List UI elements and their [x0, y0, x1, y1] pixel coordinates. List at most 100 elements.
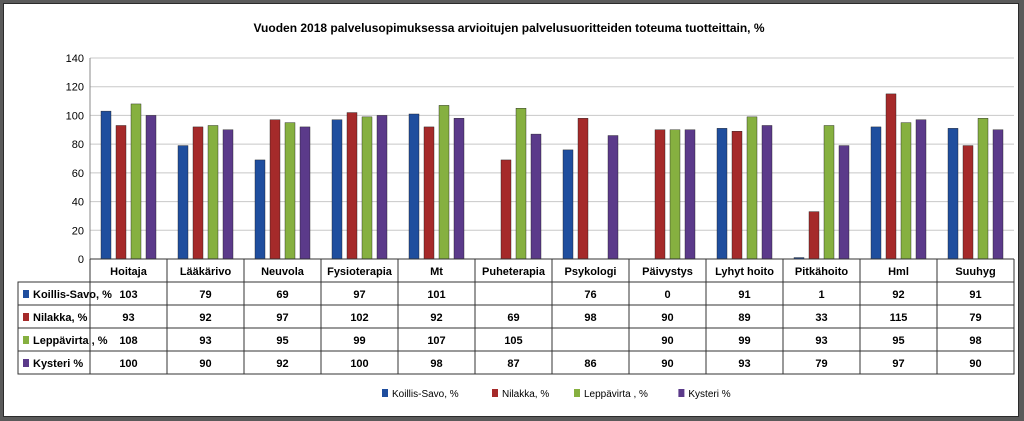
bar	[500, 159, 512, 260]
bar	[408, 113, 420, 260]
bar	[130, 103, 142, 260]
legend-swatch	[678, 389, 685, 397]
legend-swatch	[382, 389, 388, 397]
bar	[299, 126, 311, 260]
y-tick-label: 100	[66, 110, 84, 122]
legend-key-swatch	[23, 313, 29, 321]
data-label: 92	[430, 312, 442, 324]
data-label: 90	[969, 358, 981, 370]
category-label: Psykologi	[565, 266, 617, 278]
bar	[207, 125, 219, 260]
bar	[222, 129, 234, 260]
legend-label: Leppävirta , %	[584, 389, 648, 400]
bar	[562, 149, 574, 260]
bar	[716, 128, 728, 260]
bar	[947, 128, 959, 260]
data-label: 105	[504, 335, 522, 347]
legend-key-swatch	[23, 290, 29, 298]
data-label: 95	[892, 335, 904, 347]
bar	[530, 133, 542, 260]
data-label: 76	[584, 289, 596, 301]
bar	[870, 126, 882, 260]
legend-label: Kysteri %	[688, 389, 730, 400]
chart-title: Vuoden 2018 palvelusopimuksessa arvioitu…	[253, 21, 764, 35]
data-label: 92	[892, 289, 904, 301]
data-label: 108	[119, 335, 137, 347]
category-label: Puheterapia	[482, 266, 546, 278]
data-label: 92	[276, 358, 288, 370]
data-label: 93	[738, 358, 750, 370]
bar	[438, 105, 450, 260]
bar	[808, 211, 820, 260]
bar	[269, 119, 281, 260]
data-label: 97	[892, 358, 904, 370]
data-label: 93	[199, 335, 211, 347]
legend-label: Nilakka, %	[502, 389, 549, 400]
data-label: 97	[353, 289, 365, 301]
data-label: 1	[818, 289, 824, 301]
bar	[654, 129, 666, 260]
data-label: 98	[584, 312, 596, 324]
category-label: Hoitaja	[110, 266, 148, 278]
series-row-label: Kysteri %	[33, 358, 83, 370]
bar	[731, 131, 743, 260]
bar	[684, 129, 696, 260]
bar	[669, 129, 681, 260]
data-label: 91	[969, 289, 981, 301]
bar	[838, 145, 850, 260]
data-label: 99	[353, 335, 365, 347]
category-label: Lääkärivo	[180, 266, 232, 278]
category-label: Pitkähoito	[795, 266, 848, 278]
data-label: 86	[584, 358, 596, 370]
legend-swatch	[492, 389, 498, 397]
data-label: 69	[507, 312, 519, 324]
legend-swatch	[574, 389, 580, 397]
data-label: 79	[815, 358, 827, 370]
data-label: 107	[427, 335, 445, 347]
bar	[177, 145, 189, 260]
legend-label: Koillis-Savo, %	[392, 389, 459, 400]
data-label: 93	[815, 335, 827, 347]
data-label: 101	[427, 289, 445, 301]
bar	[115, 125, 127, 260]
legend-key-swatch	[23, 336, 29, 344]
data-label: 95	[276, 335, 288, 347]
data-label: 103	[119, 289, 137, 301]
data-label: 115	[890, 312, 908, 324]
y-tick-label: 60	[72, 168, 84, 180]
category-label: Päivystys	[642, 266, 693, 278]
bar	[962, 145, 974, 260]
bar	[761, 125, 773, 260]
bar	[284, 122, 296, 260]
bar	[607, 135, 619, 260]
bar	[254, 159, 266, 260]
data-label: 89	[738, 312, 750, 324]
category-label: Fysioterapia	[327, 266, 393, 278]
chart-svg: Vuoden 2018 palvelusopimuksessa arvioitu…	[17, 21, 1015, 400]
data-label: 69	[276, 289, 288, 301]
data-label: 33	[815, 312, 827, 324]
bar	[100, 110, 112, 260]
data-label: 92	[199, 312, 211, 324]
bar	[992, 129, 1004, 260]
data-label: 97	[276, 312, 288, 324]
y-tick-label: 140	[66, 53, 84, 65]
y-tick-label: 120	[66, 82, 84, 94]
bar	[376, 115, 388, 260]
data-label: 90	[661, 312, 673, 324]
bar	[823, 125, 835, 260]
category-label: Hml	[888, 266, 909, 278]
chart-frame: Vuoden 2018 palvelusopimuksessa arvioitu…	[3, 3, 1019, 417]
series-row-label: Nilakka, %	[33, 312, 88, 324]
bar	[423, 126, 435, 260]
bar	[515, 108, 527, 260]
data-label: 79	[199, 289, 211, 301]
data-label: 91	[738, 289, 750, 301]
category-label: Suuhyg	[955, 266, 995, 278]
bar	[977, 118, 989, 260]
bar	[145, 115, 157, 260]
data-label: 100	[350, 358, 368, 370]
y-tick-label: 20	[72, 225, 84, 237]
y-tick-label: 40	[72, 197, 84, 209]
series-row-label: Koillis-Savo, %	[33, 289, 112, 301]
